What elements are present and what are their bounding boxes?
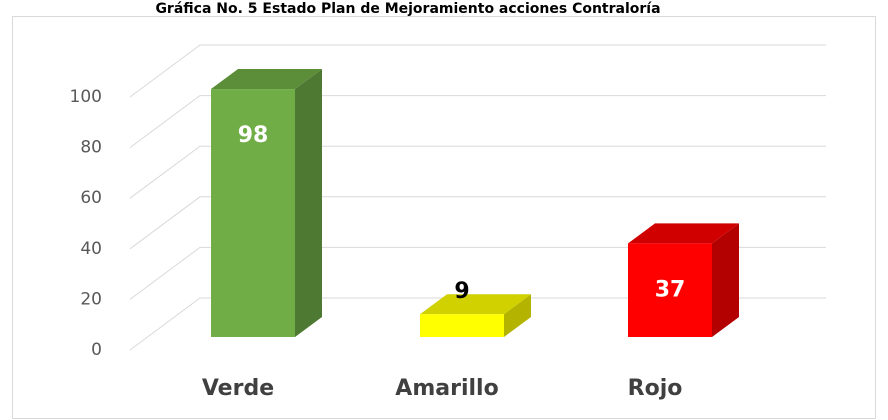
y-tick-label: 100: [70, 87, 102, 107]
x-tick-label: Rojo: [628, 376, 683, 401]
grid-line: [129, 297, 826, 351]
y-tick-label: 0: [91, 340, 102, 360]
grid-line: [129, 44, 826, 98]
bar-side: [295, 69, 322, 337]
bar-front: [420, 314, 504, 337]
x-tick-label: Amarillo: [395, 376, 498, 401]
y-tick-label: 40: [80, 239, 102, 259]
bar-front: [628, 243, 712, 337]
bar-front: [211, 89, 295, 337]
bar-top: [420, 294, 531, 315]
y-tick-label: 80: [80, 138, 102, 158]
x-tick-label: Verde: [202, 376, 274, 401]
bar: [211, 69, 322, 337]
grid-line: [129, 246, 826, 300]
data-label: 9: [454, 279, 469, 304]
bar: [628, 223, 739, 337]
data-label: 37: [655, 277, 686, 302]
grid-line: [129, 145, 826, 199]
y-tick-label: 60: [80, 188, 102, 208]
bar-side: [504, 294, 531, 337]
chart-frame: [12, 16, 876, 419]
bar-top: [628, 223, 739, 244]
data-label: 98: [238, 123, 269, 148]
bar-top: [211, 69, 322, 90]
grid-line: [129, 196, 826, 250]
grid-line: [129, 95, 826, 149]
bar-side: [712, 223, 739, 337]
bar: [420, 294, 531, 337]
y-tick-label: 20: [80, 289, 102, 309]
chart-title: Gráfica No. 5 Estado Plan de Mejoramient…: [155, 1, 660, 17]
